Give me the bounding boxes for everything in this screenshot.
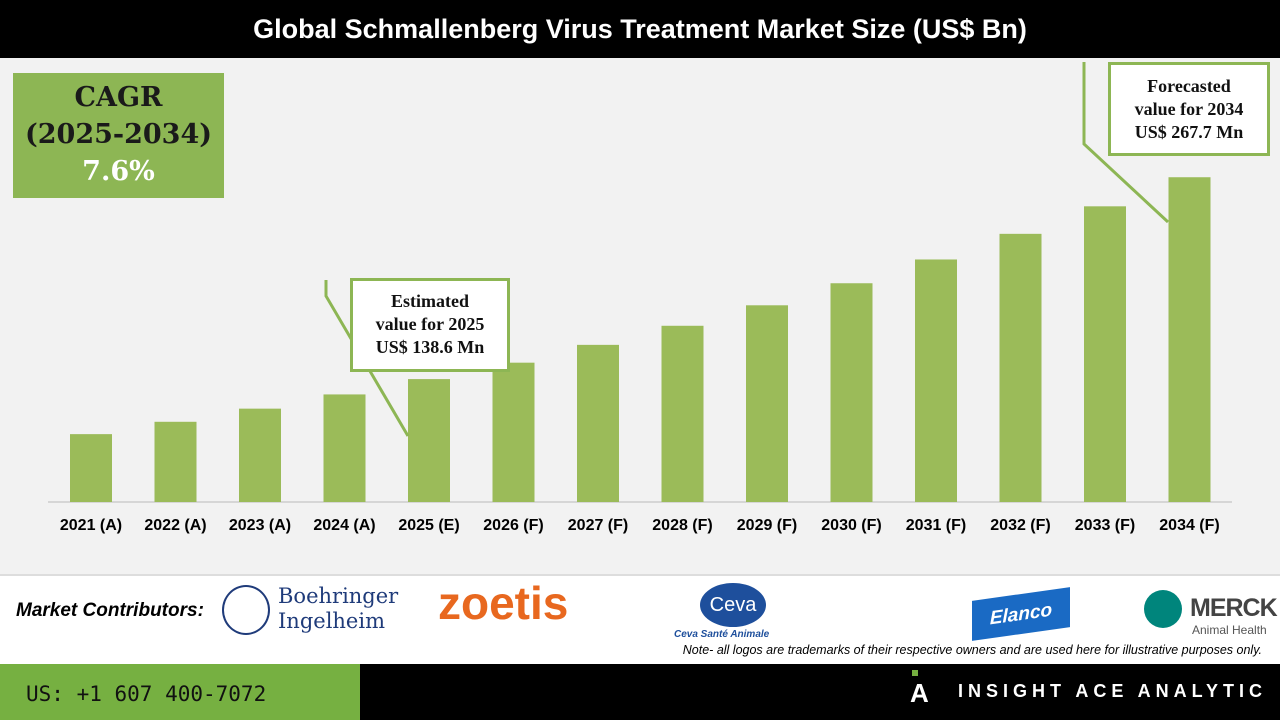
x-tick-label: 2033 (F) [1075, 517, 1135, 534]
footer-brand-bar: A INSIGHT ACE ANALYTIC [360, 664, 1280, 720]
cagr-label: CAGR [74, 82, 163, 113]
callout-line: Estimated [391, 291, 469, 311]
merck-logo: MERCK [1190, 594, 1278, 622]
bar-2029 [746, 305, 788, 502]
ceva-logo: Ceva [700, 583, 766, 627]
x-tick-label: 2026 (F) [483, 517, 543, 534]
bar-2032 [999, 233, 1042, 502]
callout-line: value for 2034 [1134, 99, 1244, 119]
bar-2033 [1084, 206, 1126, 503]
callout-leader-2034 [1082, 62, 1170, 224]
bar-2023 [239, 408, 281, 502]
contributors-label: Market Contributors: [16, 600, 204, 621]
trademark-note: Note- all logos are trademarks of their … [682, 643, 1262, 657]
bar-2034 [1168, 177, 1211, 502]
callout-line: value for 2025 [375, 314, 485, 334]
bar-2028 [661, 325, 704, 502]
cagr-period: (2025-2034) [24, 119, 213, 150]
callout-line: Forecasted [1147, 76, 1231, 96]
boehringer-logo: Boehringer Ingelheim [278, 584, 399, 633]
callout-line: US$ 267.7 Mn [1134, 122, 1244, 142]
brand-logo-icon [912, 670, 918, 676]
bar-2030 [830, 283, 873, 502]
brand-logo-a-icon: A [910, 678, 929, 708]
x-tick-label: 2021 (A) [60, 517, 122, 534]
x-tick-label: 2022 (A) [144, 517, 206, 534]
x-tick-label: 2032 (F) [990, 517, 1050, 534]
x-tick-label: 2031 (F) [906, 517, 966, 534]
cagr-box: CAGR (2025-2034) 7.6% [13, 73, 224, 198]
bar-2026 [492, 362, 535, 502]
zoetis-logo: zoetis [438, 577, 569, 629]
bar-2022 [154, 421, 197, 502]
x-tick-label: 2030 (F) [821, 517, 881, 534]
boehringer-logo-icon [222, 585, 270, 635]
x-tick-label: 2028 (F) [652, 517, 712, 534]
x-tick-label: 2023 (A) [229, 517, 291, 534]
bar-chart: 2021 (A) 2022 (A) 2023 (A) 2024 (A) 2025 (E)… [48, 62, 1232, 534]
bar-2024 [323, 394, 366, 502]
phone-number: US: +1 607 400-7072 [0, 664, 360, 720]
x-tick-label: 2034 (F) [1159, 517, 1219, 534]
x-tick-label: 2027 (F) [568, 517, 628, 534]
x-tick-label: 2024 (A) [313, 517, 375, 534]
bar-2027 [577, 344, 619, 502]
forecasted-callout: Forecasted value for 2034 US$ 267.7 Mn [1108, 62, 1270, 156]
merck-tagline: Animal Health [1192, 623, 1267, 637]
chart-title: Global Schmallenberg Virus Treatment Mar… [0, 0, 1280, 58]
plot-area: 2021 (A) 2022 (A) 2023 (A) 2024 (A) 2025 (E)… [0, 58, 1280, 576]
ceva-tagline: Ceva Santé Animale [674, 629, 770, 640]
callout-leader-2025 [324, 280, 410, 437]
callout-line: US$ 138.6 Mn [375, 337, 485, 357]
brand-name: INSIGHT ACE ANALYTIC [958, 681, 1268, 701]
bar-2025 [408, 379, 450, 502]
bar-2021 [70, 434, 112, 502]
bar-2031 [915, 259, 957, 502]
merck-logo-icon [1144, 590, 1182, 628]
x-tick-label: 2025 (E) [398, 517, 459, 534]
x-tick-label: 2029 (F) [737, 517, 797, 534]
cagr-value: 7.6% [82, 156, 155, 187]
estimated-callout: Estimated value for 2025 US$ 138.6 Mn [350, 278, 510, 372]
